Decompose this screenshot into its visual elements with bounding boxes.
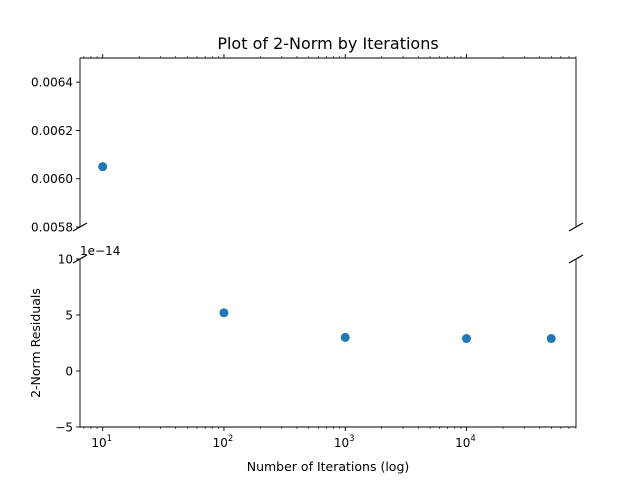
bottom-panel: −5 0 5 10 — [55, 253, 577, 435]
break-mark-bottom-right — [568, 254, 584, 264]
break-mark-top-right — [568, 222, 584, 232]
x-tick-label: 104 — [455, 434, 476, 450]
data-point — [461, 334, 471, 344]
top-panel-y-tick-label: 0.0058 — [31, 221, 73, 235]
bottom-panel-offset-text: 1e−14 — [80, 244, 120, 258]
data-point — [546, 334, 556, 344]
chart-title: Plot of 2-Norm by Iterations — [217, 34, 438, 53]
x-tick-label: 103 — [334, 434, 355, 450]
bottom-panel-y-tick-label: −5 — [55, 421, 73, 435]
data-point — [340, 332, 350, 342]
data-points — [98, 162, 556, 344]
y-axis-label: 2-Norm Residuals — [28, 288, 43, 398]
x-tick-label: 101 — [91, 434, 112, 450]
bottom-panel-y-tick-label: 0 — [65, 365, 73, 379]
top-panel-y-tick-label: 0.0064 — [31, 76, 73, 90]
break-mark-bottom-left — [72, 254, 88, 264]
x-tick-label: 102 — [213, 434, 234, 450]
bottom-panel-y-tick-label: 10 — [58, 253, 73, 267]
top-panel-y-tick-label: 0.0062 — [31, 124, 73, 138]
x-axis-label: Number of Iterations (log) — [247, 459, 410, 474]
data-point — [98, 162, 108, 172]
break-mark-top-left — [72, 222, 88, 232]
axis-break-marks — [72, 222, 584, 264]
data-point — [219, 308, 229, 318]
bottom-panel-y-tick-label: 5 — [65, 309, 73, 323]
top-panel-y-tick-label: 0.0060 — [31, 172, 73, 186]
x-axis-ticks: 101 102 103 104 — [83, 54, 577, 450]
top-panel: 0.0058 0.0060 0.0062 0.0064 — [31, 57, 577, 235]
